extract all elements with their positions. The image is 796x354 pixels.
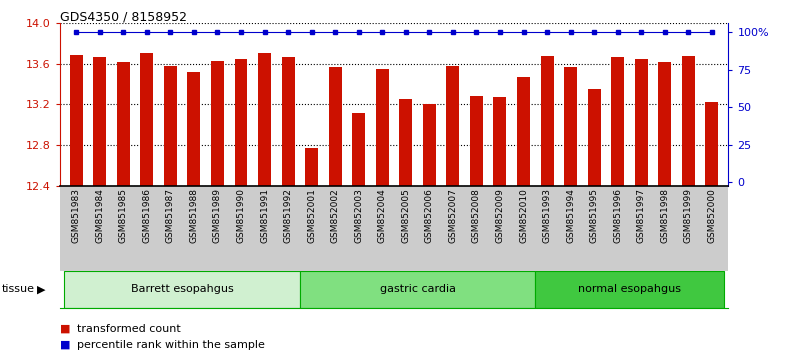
Text: GSM851995: GSM851995 [590,188,599,244]
Text: GSM852003: GSM852003 [354,188,363,243]
Text: GSM851997: GSM851997 [637,188,646,244]
Text: GDS4350 / 8158952: GDS4350 / 8158952 [60,11,187,24]
Bar [682,56,695,186]
Bar [329,67,341,186]
Bar [470,96,483,186]
Text: GSM851999: GSM851999 [684,188,693,244]
Bar [535,271,724,308]
Text: GSM852010: GSM852010 [519,188,528,243]
Bar [611,57,624,186]
Text: GSM852008: GSM852008 [472,188,481,243]
Text: GSM852006: GSM852006 [425,188,434,243]
Bar [658,62,671,186]
Bar [705,102,718,186]
Bar [423,104,436,186]
Bar [64,271,300,308]
Text: normal esopahgus: normal esopahgus [578,284,681,295]
Text: GSM851983: GSM851983 [72,188,80,244]
Text: GSM852009: GSM852009 [495,188,505,243]
Text: GSM851989: GSM851989 [213,188,222,244]
Text: GSM851984: GSM851984 [96,188,104,243]
Bar [634,59,648,186]
Text: transformed count: transformed count [77,324,181,334]
Bar [258,52,271,186]
Bar [517,77,530,186]
Text: GSM851993: GSM851993 [543,188,552,244]
Text: GSM851998: GSM851998 [660,188,669,244]
Text: GSM852000: GSM852000 [708,188,716,243]
Bar [70,55,83,186]
Text: gastric cardia: gastric cardia [380,284,455,295]
Bar [211,61,224,186]
Text: ■: ■ [60,340,74,350]
Bar [117,62,130,186]
Text: GSM851988: GSM851988 [189,188,198,244]
Text: GSM851992: GSM851992 [283,188,293,243]
Bar [494,97,506,186]
Text: GSM851996: GSM851996 [613,188,622,244]
Text: ■: ■ [60,324,74,334]
Text: ▶: ▶ [37,284,46,295]
Bar [93,57,106,186]
Text: GSM851986: GSM851986 [142,188,151,244]
Text: percentile rank within the sample: percentile rank within the sample [77,340,265,350]
Bar [564,67,577,186]
Bar [187,72,201,186]
Bar [587,89,601,186]
Bar [305,148,318,186]
Bar [400,99,412,186]
Text: GSM852005: GSM852005 [401,188,410,243]
Bar [376,69,388,186]
Bar [164,66,177,186]
Text: GSM851990: GSM851990 [236,188,245,244]
Text: GSM851987: GSM851987 [166,188,175,244]
Text: GSM851991: GSM851991 [260,188,269,244]
Bar [300,271,535,308]
Bar [140,52,154,186]
Text: GSM852007: GSM852007 [448,188,458,243]
Text: GSM852004: GSM852004 [378,188,387,243]
Text: GSM852001: GSM852001 [307,188,316,243]
Bar [282,57,295,186]
Text: GSM852002: GSM852002 [330,188,340,243]
Text: GSM851985: GSM851985 [119,188,128,244]
Bar [235,59,248,186]
Bar [352,113,365,186]
Text: Barrett esopahgus: Barrett esopahgus [131,284,233,295]
Bar [540,56,553,186]
Bar [447,66,459,186]
Text: tissue: tissue [2,284,34,295]
Text: GSM851994: GSM851994 [566,188,575,243]
